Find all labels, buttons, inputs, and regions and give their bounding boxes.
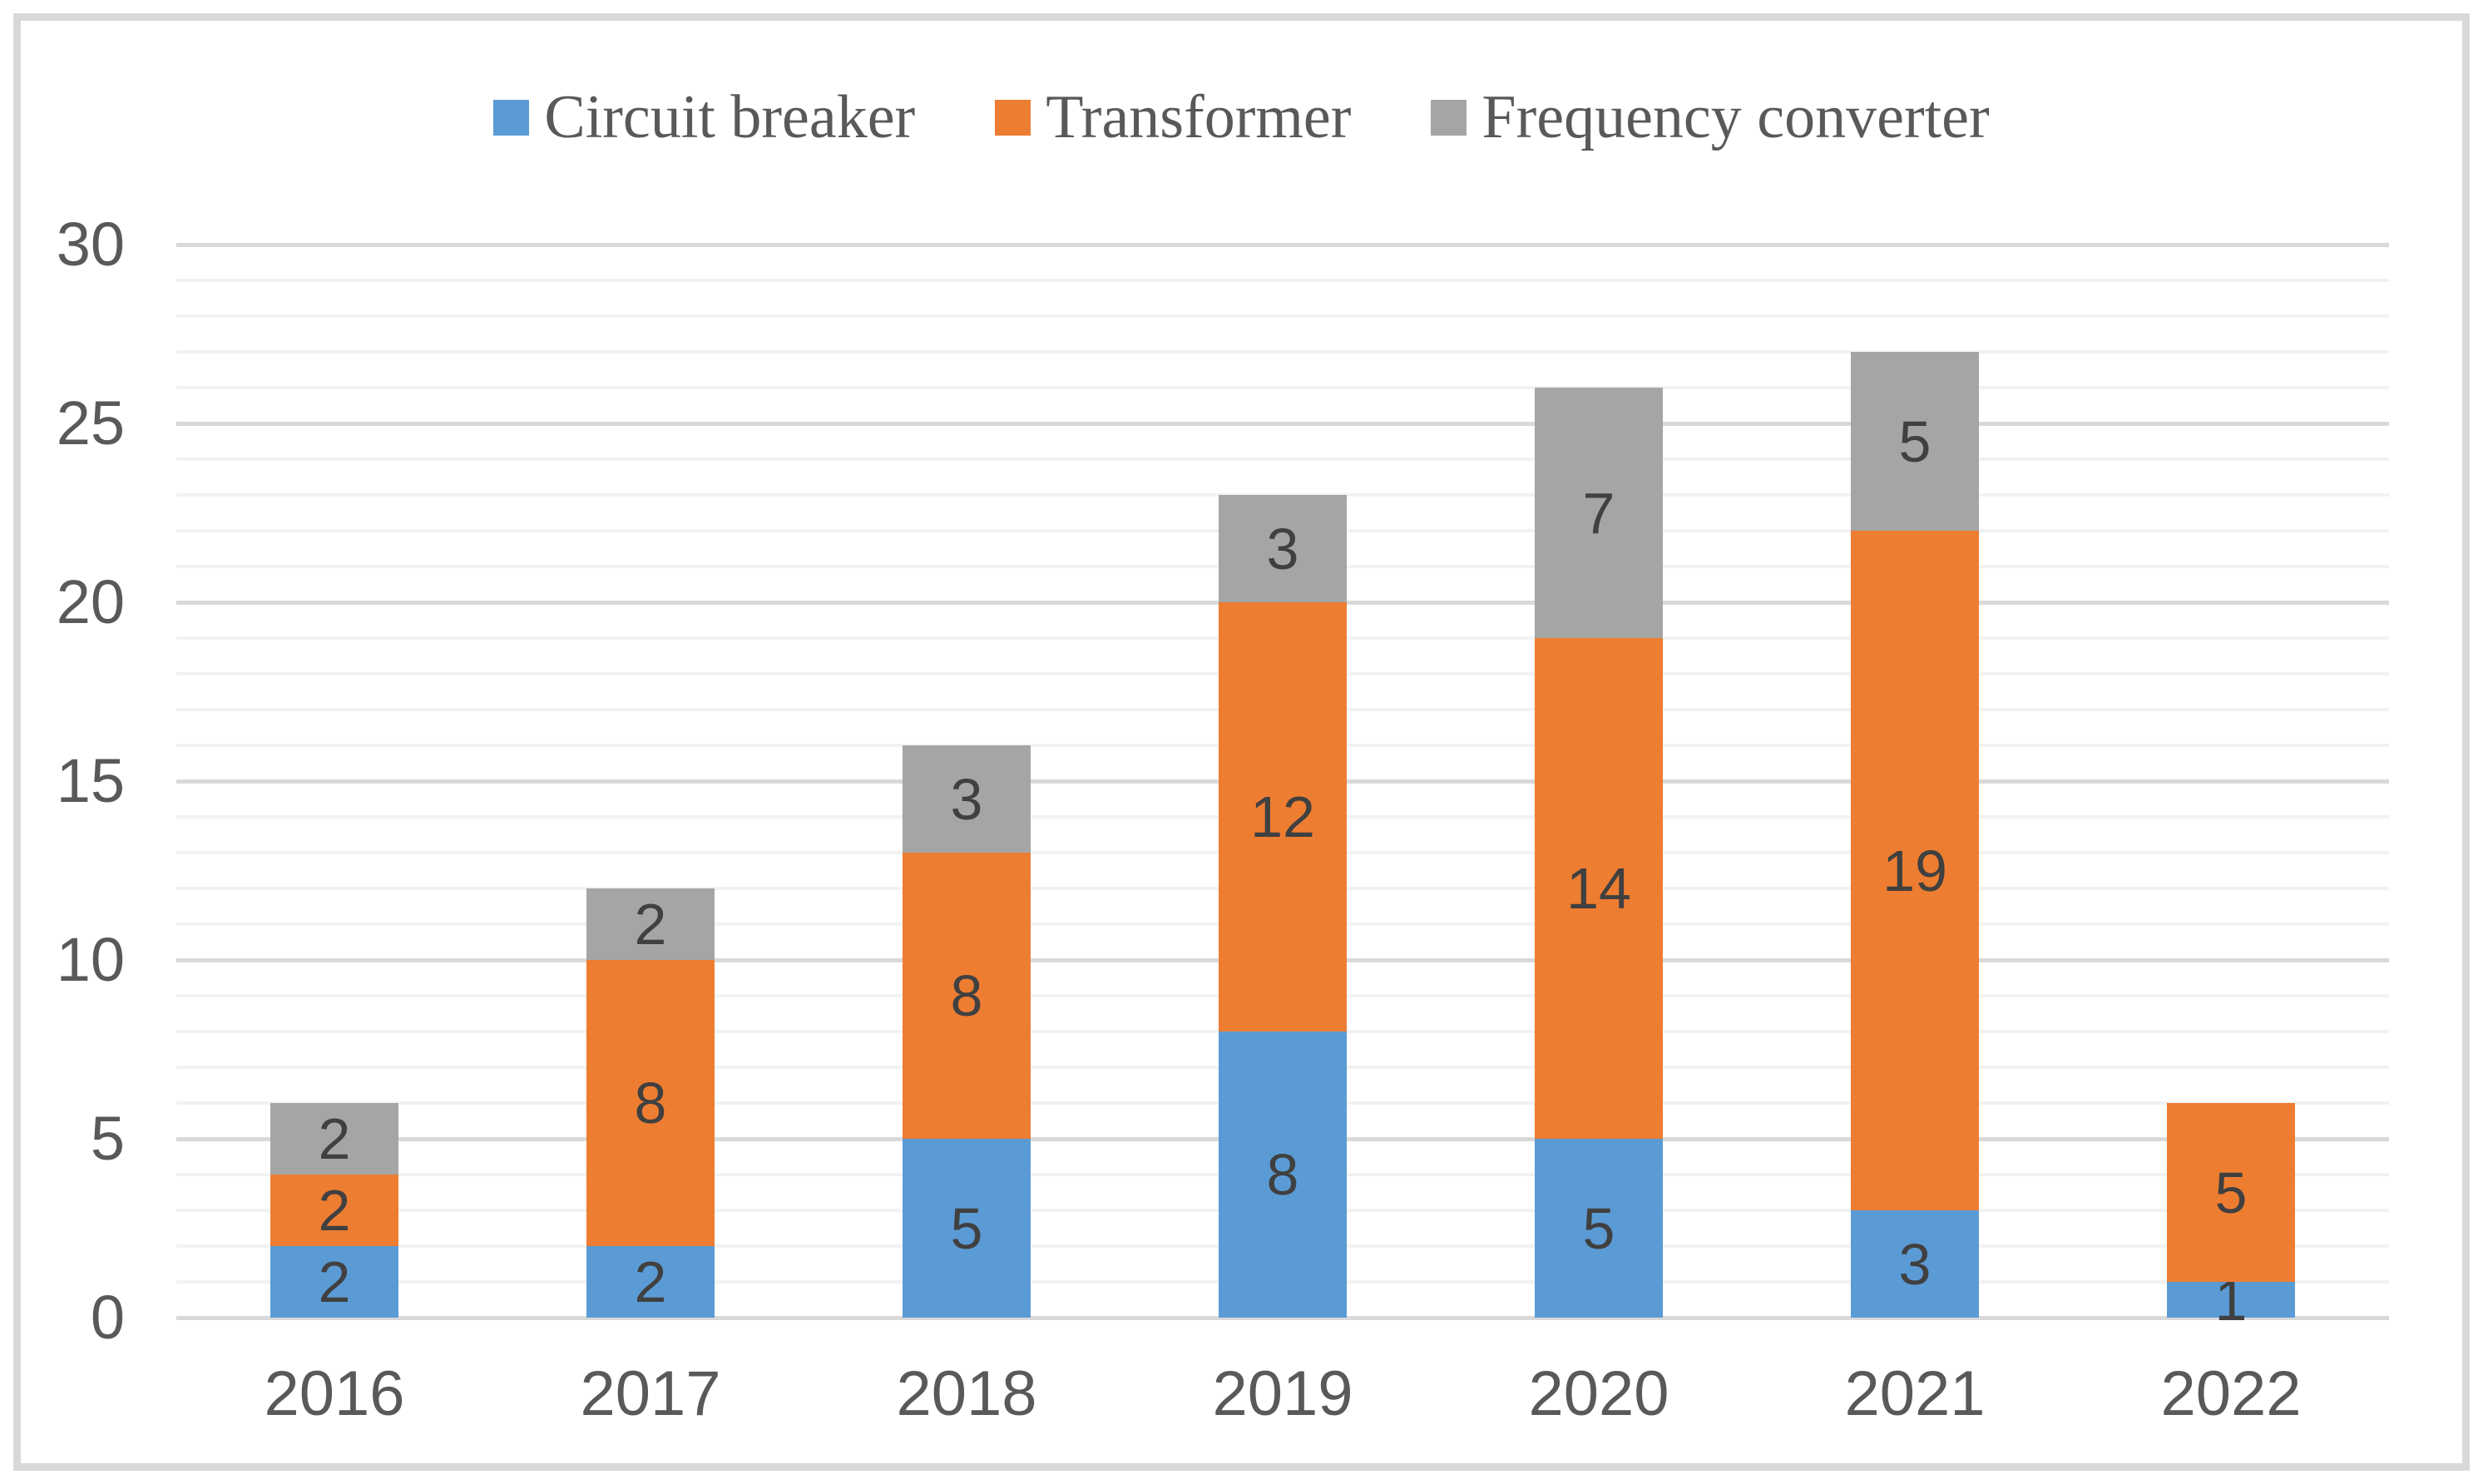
bar-segment-2016-circuit-breaker <box>270 1246 398 1318</box>
data-label-2019-circuit-breaker: 8 <box>1266 1142 1299 1207</box>
bar-segment-2019-circuit-breaker <box>1219 1031 1347 1318</box>
bar-segment-2019-frequency-converter <box>1219 495 1347 602</box>
bar-segment-2021-frequency-converter <box>1851 352 1979 531</box>
legend-item-frequency-converter: Frequency converter <box>1431 83 1990 151</box>
x-axis-label-2020: 2020 <box>1528 1358 1669 1429</box>
data-label-2020-circuit-breaker: 5 <box>1582 1195 1615 1261</box>
data-label-2017-transformer: 8 <box>634 1071 667 1135</box>
data-label-2018-transformer: 8 <box>950 963 983 1028</box>
bar-segment-2016-frequency-converter <box>270 1103 398 1175</box>
bar-segment-2022-circuit-breaker <box>2167 1282 2295 1318</box>
data-label-2018-frequency-converter: 3 <box>950 766 983 832</box>
data-label-2019-frequency-converter: 3 <box>1266 516 1299 581</box>
data-label-2021-transformer: 19 <box>1882 838 1947 903</box>
legend-item-circuit-breaker: Circuit breaker <box>493 87 915 148</box>
bar-segment-2019-transformer <box>1219 602 1347 1031</box>
data-label-2019-transformer: 12 <box>1250 784 1315 849</box>
bar-segment-2016-transformer <box>270 1175 398 1246</box>
legend: Circuit breaker Transformer Frequency conv… <box>0 87 2483 148</box>
x-axis-label-2021: 2021 <box>1844 1358 1986 1429</box>
legend-swatch-transformer <box>995 99 1031 136</box>
bar-segment-2021-circuit-breaker <box>1851 1210 1979 1318</box>
minor-gridline <box>176 314 2389 318</box>
x-axis-label-2019: 2019 <box>1212 1358 1353 1429</box>
legend-swatch-frequency-converter <box>1431 99 1467 136</box>
data-label-2017-frequency-converter: 2 <box>634 892 667 957</box>
minor-gridline <box>176 458 2389 461</box>
y-axis-tick-label: 25 <box>56 388 125 458</box>
minor-gridline <box>176 279 2389 282</box>
y-axis-tick-label: 20 <box>56 567 125 636</box>
data-label-2016-transformer: 2 <box>318 1178 351 1243</box>
data-label-2018-circuit-breaker: 5 <box>950 1195 983 1261</box>
minor-gridline <box>176 386 2389 389</box>
bar-segment-2022-transformer <box>2167 1103 2295 1282</box>
data-label-2021-circuit-breaker: 3 <box>1898 1231 1931 1297</box>
major-gridline <box>176 243 2389 247</box>
bar-segment-2018-circuit-breaker <box>903 1139 1031 1318</box>
data-label-2022-transformer: 5 <box>2214 1160 2248 1225</box>
data-label-2021-frequency-converter: 5 <box>1898 408 1931 474</box>
legend-item-transformer: Transformer <box>995 87 1351 148</box>
y-axis-tick-label: 30 <box>56 210 125 279</box>
y-axis-tick-label: 10 <box>56 925 125 994</box>
bar-segment-2018-frequency-converter <box>903 745 1031 853</box>
legend-label-frequency-converter: Frequency converter <box>1481 83 1990 151</box>
bar-segment-2020-circuit-breaker <box>1535 1139 1663 1318</box>
bar-segment-2021-transformer <box>1851 531 1979 1210</box>
x-axis-label-2022: 2022 <box>2160 1358 2302 1429</box>
legend-label-circuit-breaker: Circuit breaker <box>544 83 916 151</box>
data-label-2020-transformer: 14 <box>1566 856 1631 921</box>
x-axis-label-2018: 2018 <box>896 1358 1037 1429</box>
bar-segment-2020-frequency-converter <box>1535 388 1663 638</box>
bar-segment-2017-circuit-breaker <box>586 1246 715 1318</box>
bar-segment-2020-transformer <box>1535 638 1663 1139</box>
major-gridline <box>176 422 2389 426</box>
data-label-2020-frequency-converter: 7 <box>1582 480 1615 546</box>
legend-label-transformer: Transformer <box>1046 83 1352 151</box>
data-label-2016-circuit-breaker: 2 <box>318 1249 351 1314</box>
y-axis-tick-label: 15 <box>56 746 125 815</box>
x-axis-label-2016: 2016 <box>264 1358 405 1429</box>
bar-segment-2017-frequency-converter <box>586 888 715 960</box>
y-axis-tick-label: 0 <box>90 1283 125 1352</box>
data-label-2017-circuit-breaker: 2 <box>634 1249 667 1314</box>
bar-segment-2017-transformer <box>586 960 715 1246</box>
x-axis-label-2017: 2017 <box>580 1358 721 1429</box>
minor-gridline <box>176 350 2389 354</box>
bar-segment-2018-transformer <box>903 853 1031 1139</box>
y-axis-tick-label: 5 <box>90 1104 125 1173</box>
data-label-2016-frequency-converter: 2 <box>318 1106 351 1171</box>
major-gridline <box>176 1316 2389 1320</box>
legend-swatch-circuit-breaker <box>493 99 530 136</box>
